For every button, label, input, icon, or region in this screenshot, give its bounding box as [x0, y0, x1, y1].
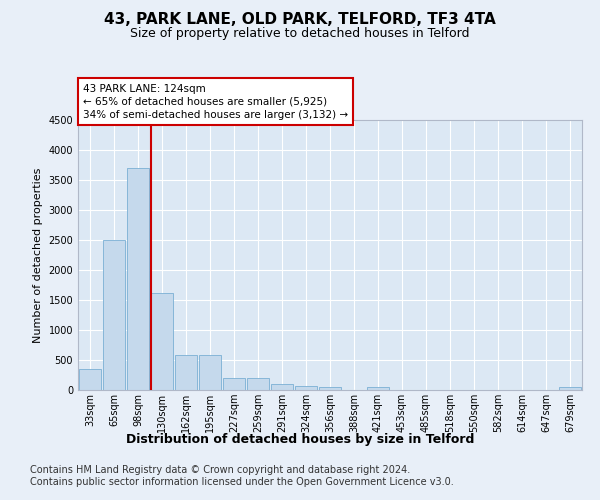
- Bar: [247, 378, 269, 390]
- Text: 43 PARK LANE: 124sqm
← 65% of detached houses are smaller (5,925)
34% of semi-de: 43 PARK LANE: 124sqm ← 65% of detached h…: [83, 84, 348, 120]
- Text: Distribution of detached houses by size in Telford: Distribution of detached houses by size …: [126, 432, 474, 446]
- Text: Contains HM Land Registry data © Crown copyright and database right 2024.
Contai: Contains HM Land Registry data © Crown c…: [30, 465, 454, 486]
- Bar: [127, 168, 149, 390]
- Text: Size of property relative to detached houses in Telford: Size of property relative to detached ho…: [130, 28, 470, 40]
- Bar: [79, 369, 101, 390]
- Bar: [295, 386, 317, 390]
- Bar: [199, 355, 221, 390]
- Y-axis label: Number of detached properties: Number of detached properties: [33, 168, 43, 342]
- Bar: [151, 292, 173, 390]
- Bar: [319, 386, 341, 390]
- Text: 43, PARK LANE, OLD PARK, TELFORD, TF3 4TA: 43, PARK LANE, OLD PARK, TELFORD, TF3 4T…: [104, 12, 496, 28]
- Bar: [175, 355, 197, 390]
- Bar: [559, 387, 581, 390]
- Bar: [223, 378, 245, 390]
- Bar: [367, 387, 389, 390]
- Bar: [271, 384, 293, 390]
- Bar: [103, 240, 125, 390]
